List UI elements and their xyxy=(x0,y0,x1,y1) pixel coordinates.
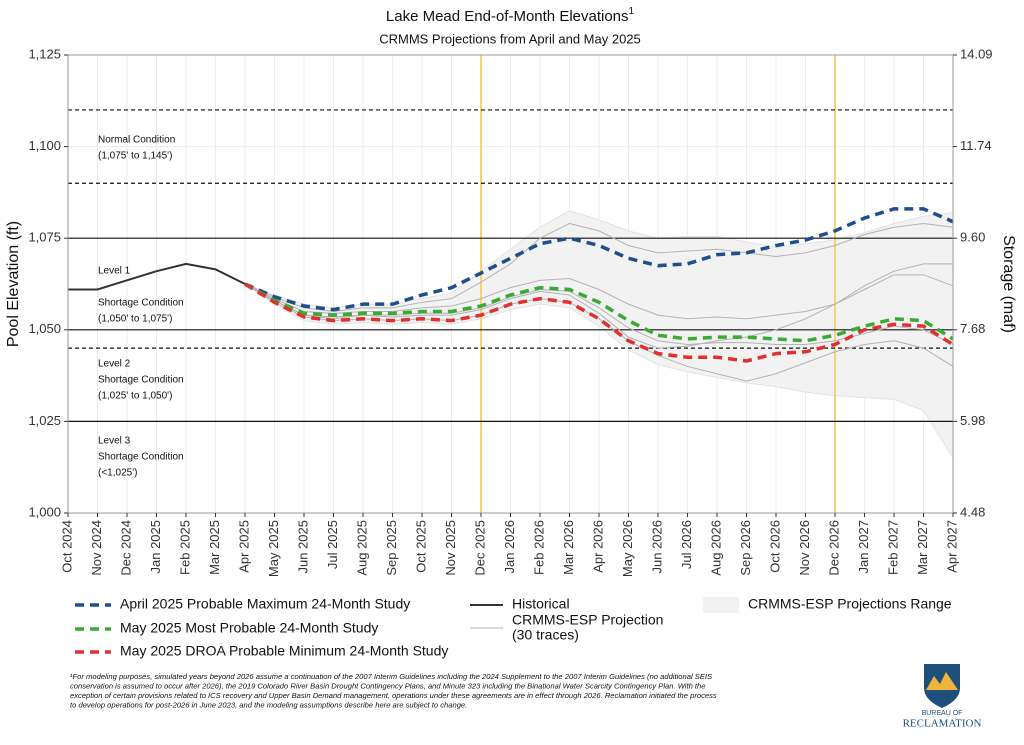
x-tick-label: Nov 2024 xyxy=(89,520,104,576)
x-tick-label: Apr 2027 xyxy=(944,520,959,573)
logo xyxy=(924,664,960,708)
y-tick-label: 1,025 xyxy=(28,413,61,428)
zone-label: (<1,025') xyxy=(98,468,137,479)
x-tick-label: Apr 2025 xyxy=(236,520,251,573)
y-tick-label: 1,050 xyxy=(28,321,61,336)
footnote: ¹For modeling purposes, simulated years … xyxy=(70,672,712,681)
title-note: 1 xyxy=(629,6,635,17)
x-tick-label: Apr 2026 xyxy=(590,520,605,573)
footnote: to develop operations for post-2026 in J… xyxy=(70,701,467,710)
series-line xyxy=(244,207,954,312)
y2-tick-label: 5.98 xyxy=(960,413,985,428)
x-tick-label: Aug 2025 xyxy=(354,520,369,576)
title-text: Lake Mead End-of-Month Elevations xyxy=(386,8,629,25)
y-tick-label: 1,100 xyxy=(28,138,61,153)
zone-label: Shortage Condition xyxy=(98,375,184,386)
y2-axis-label: Storage (maf) xyxy=(1000,235,1017,333)
logo-text: BUREAU OF xyxy=(922,710,963,717)
x-tick-label: Jun 2026 xyxy=(649,520,664,574)
x-tick-label: Mar 2025 xyxy=(207,520,222,575)
trace-line xyxy=(244,263,953,349)
x-tick-label: May 2025 xyxy=(266,520,281,577)
x-tick-label: Nov 2025 xyxy=(443,520,458,576)
footnote: conservation is assumed to occur after 2… xyxy=(70,682,706,691)
x-tick-label: Sep 2026 xyxy=(738,520,753,576)
x-tick-label: Feb 2027 xyxy=(885,520,900,575)
x-tick-label: May 2026 xyxy=(620,520,635,577)
x-tick-label: Oct 2024 xyxy=(59,520,74,573)
x-tick-label: Mar 2027 xyxy=(915,520,930,575)
zone-label: Level 3 xyxy=(98,436,131,447)
legend-label: CRMMS-ESP Projection xyxy=(512,612,663,628)
y-tick-label: 1,000 xyxy=(28,504,61,519)
x-tick-label: Jun 2025 xyxy=(295,520,310,574)
x-tick-label: Dec 2024 xyxy=(118,520,133,576)
x-tick-label: Jul 2025 xyxy=(325,520,340,569)
x-tick-label: Jan 2025 xyxy=(148,520,163,574)
zone-label: (1,075' to 1,145') xyxy=(98,151,172,162)
y-tick-label: 1,125 xyxy=(28,46,61,61)
zone-label: Normal Condition xyxy=(98,135,175,146)
x-tick-label: Dec 2025 xyxy=(472,520,487,576)
y-axis-label: Pool Elevation (ft) xyxy=(5,221,22,347)
y2-tick-label: 9.60 xyxy=(960,230,985,245)
y-tick-label: 1,075 xyxy=(28,230,61,245)
y2-tick-label: 7.68 xyxy=(960,321,985,336)
x-tick-label: Oct 2025 xyxy=(413,520,428,573)
zone-label: Shortage Condition xyxy=(98,452,184,463)
x-tick-label: Feb 2025 xyxy=(177,520,192,575)
x-tick-label: Jan 2027 xyxy=(856,520,871,574)
zone-label: (1,050' to 1,075') xyxy=(98,314,172,325)
x-tick-label: Oct 2026 xyxy=(767,520,782,573)
logo-text: RECLAMATION xyxy=(903,718,982,730)
x-tick-label: Sep 2025 xyxy=(384,520,399,576)
x-tick-label: Jul 2026 xyxy=(679,520,694,569)
y2-tick-label: 4.48 xyxy=(960,504,985,519)
series-line xyxy=(244,282,954,343)
legend-swatch xyxy=(703,597,739,613)
zone-label: Shortage Condition xyxy=(98,298,184,309)
logo-mountain xyxy=(926,672,958,690)
legend-label: April 2025 Probable Maximum 24-Month Stu… xyxy=(120,596,410,612)
legend-label: May 2025 Most Probable 24-Month Study xyxy=(120,620,378,636)
x-tick-label: Aug 2026 xyxy=(708,520,723,576)
x-tick-label: Nov 2026 xyxy=(797,520,812,576)
x-tick-label: Mar 2026 xyxy=(561,520,576,575)
legend-label: May 2025 DROA Probable Minimum 24-Month … xyxy=(120,643,448,659)
chart-title: Lake Mead End-of-Month Elevations1 xyxy=(386,6,635,25)
y2-tick-label: 11.74 xyxy=(960,138,992,153)
legend-label: (30 traces) xyxy=(512,627,579,643)
chart-subtitle: CRMMS Projections from April and May 202… xyxy=(379,31,641,46)
footnote: exception of certain provisions related … xyxy=(70,691,717,700)
trace-line xyxy=(244,223,954,312)
series-line xyxy=(244,282,954,363)
zone-label: (1,025' to 1,050') xyxy=(98,391,172,402)
x-tick-label: Jan 2026 xyxy=(502,520,517,574)
x-tick-label: Dec 2026 xyxy=(826,520,841,576)
legend-label: Historical xyxy=(512,596,570,612)
y2-tick-label: 14.09 xyxy=(960,46,993,61)
legend-label: CRMMS-ESP Projections Range xyxy=(748,596,952,612)
series-line xyxy=(68,262,246,291)
zone-label: Level 1 xyxy=(98,266,131,277)
x-tick-label: Feb 2026 xyxy=(531,520,546,575)
zone-label: Level 2 xyxy=(98,359,131,370)
